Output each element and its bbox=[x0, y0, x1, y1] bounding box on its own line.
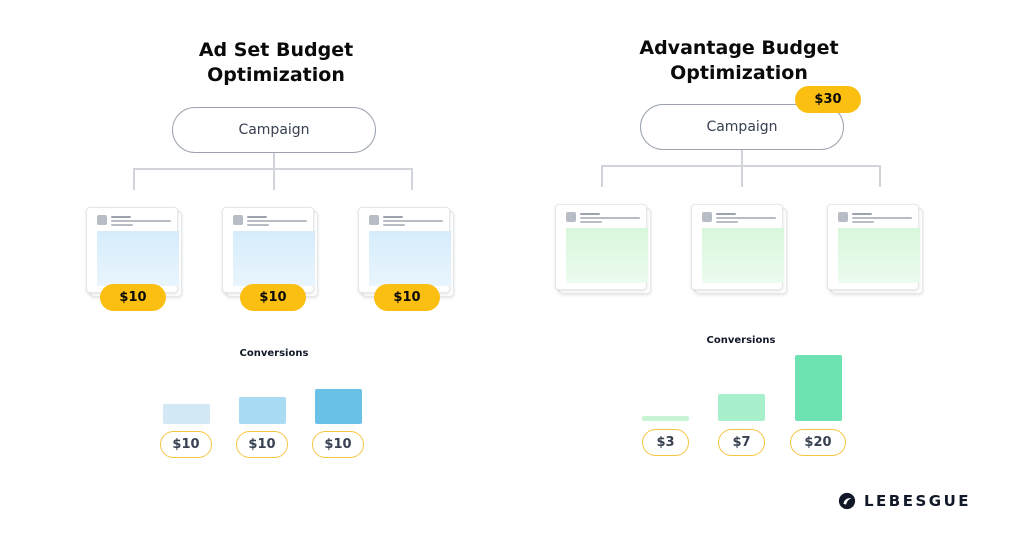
right-conversion-value-2: $7 bbox=[718, 429, 765, 456]
right-adset-card-2 bbox=[691, 204, 787, 294]
left-conversion-value-2: $10 bbox=[236, 431, 288, 458]
left-connector-1 bbox=[133, 168, 135, 190]
left-campaign-label: Campaign bbox=[238, 122, 310, 138]
left-connector-3 bbox=[411, 168, 413, 190]
right-title-line1: Advantage Budget bbox=[639, 37, 839, 59]
right-conversion-value-1: $3 bbox=[642, 429, 689, 456]
left-adset-card-3 bbox=[358, 207, 454, 297]
right-campaign-node: Campaign bbox=[640, 104, 844, 150]
right-conversion-bar-2 bbox=[718, 394, 765, 421]
right-conversion-value-3: $20 bbox=[790, 429, 846, 456]
left-conversion-bar-3 bbox=[315, 389, 362, 424]
left-conversion-bar-1 bbox=[163, 404, 210, 424]
right-conversion-bar-3 bbox=[795, 355, 842, 421]
right-conversions-label: Conversions bbox=[706, 335, 776, 346]
right-connector-1 bbox=[601, 165, 603, 187]
left-adset-card-1 bbox=[86, 207, 182, 297]
left-title: Ad Set Budget Optimization bbox=[176, 38, 376, 88]
lebesgue-logo-icon bbox=[838, 492, 856, 510]
right-campaign-label: Campaign bbox=[706, 119, 778, 135]
right-title: Advantage Budget Optimization bbox=[624, 36, 854, 86]
left-adset-budget-1: $10 bbox=[100, 284, 166, 311]
left-conversion-value-3: $10 bbox=[312, 431, 364, 458]
right-connector-trunk bbox=[741, 150, 743, 166]
left-adset-card-2 bbox=[222, 207, 318, 297]
right-conversion-bar-1 bbox=[642, 416, 689, 421]
right-connector-3 bbox=[879, 165, 881, 187]
left-connector-trunk bbox=[273, 153, 275, 169]
right-campaign-budget: $30 bbox=[795, 86, 861, 113]
right-adset-card-3 bbox=[827, 204, 923, 294]
left-conversion-bar-2 bbox=[239, 397, 286, 424]
brand-name: LEBESGUE bbox=[864, 492, 972, 510]
left-adset-budget-2: $10 bbox=[240, 284, 306, 311]
brand-logo: LEBESGUE bbox=[838, 492, 971, 510]
left-conversion-value-1: $10 bbox=[160, 431, 212, 458]
left-campaign-node: Campaign bbox=[172, 107, 376, 153]
right-connector-2 bbox=[741, 165, 743, 187]
left-title-line2: Optimization bbox=[207, 64, 345, 86]
left-connector-2 bbox=[273, 168, 275, 190]
left-title-line1: Ad Set Budget bbox=[198, 39, 354, 61]
left-conversions-label: Conversions bbox=[239, 348, 309, 359]
left-adset-budget-3: $10 bbox=[374, 284, 440, 311]
right-adset-card-1 bbox=[555, 204, 651, 294]
right-title-line2: Optimization bbox=[670, 62, 808, 84]
